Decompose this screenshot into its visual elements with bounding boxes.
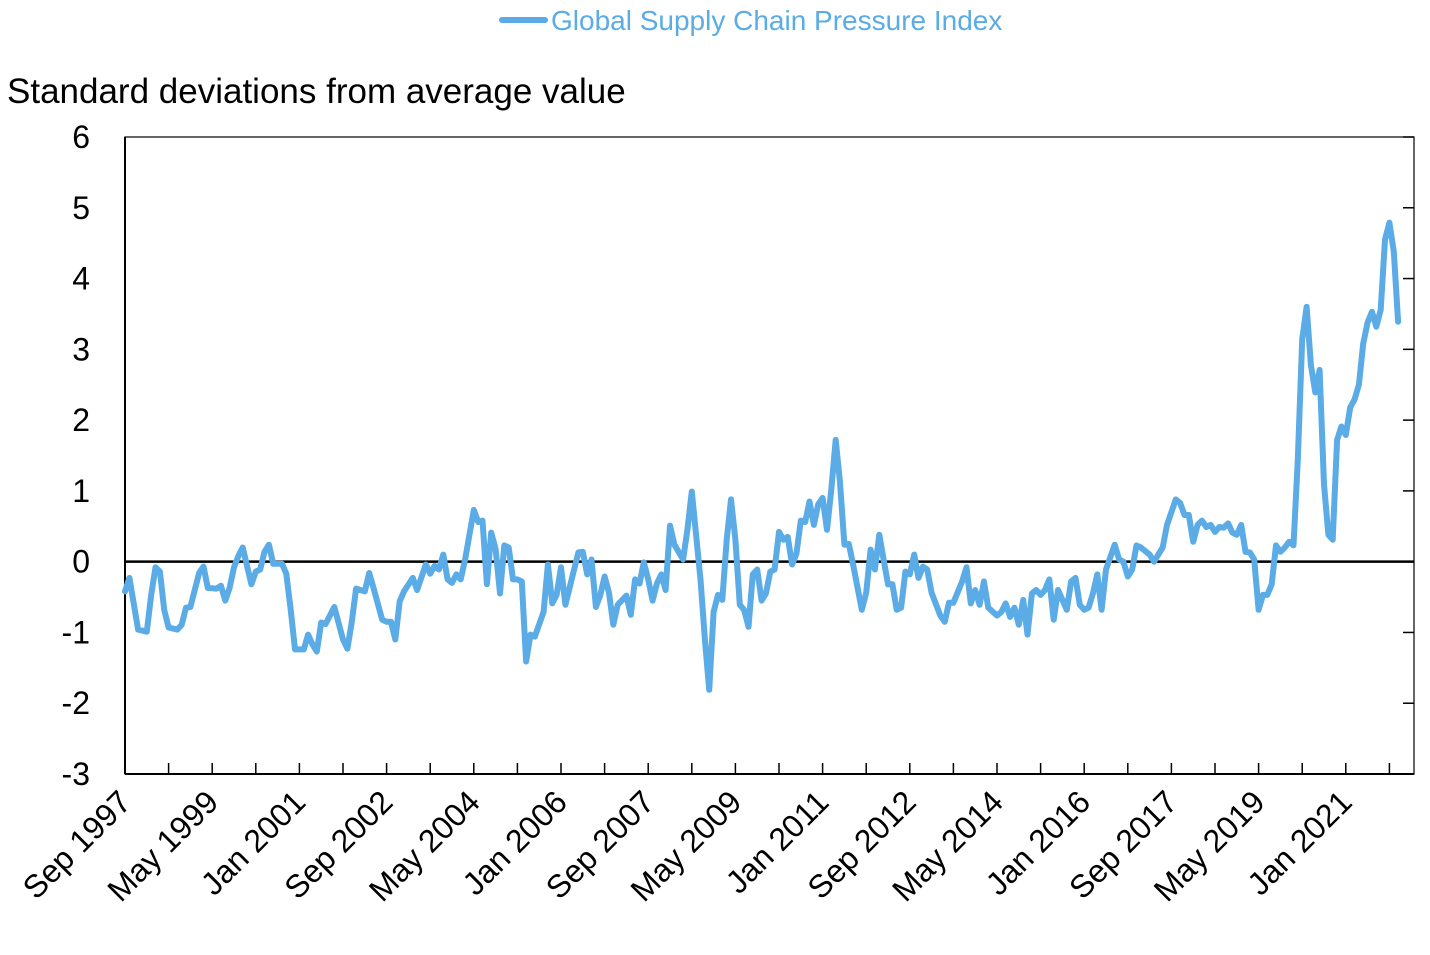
legend-label: Global Supply Chain Pressure Index: [551, 5, 1002, 36]
y-tick-label: 0: [72, 544, 90, 580]
y-tick-label: -1: [62, 614, 90, 650]
plot-frame: [124, 136, 1415, 775]
y-tick-label: 3: [72, 331, 90, 367]
y-tick-label: -3: [62, 756, 90, 792]
axes: [124, 136, 1415, 775]
y-tick-label: 2: [72, 402, 90, 438]
legend: Global Supply Chain Pressure Index: [499, 5, 1002, 36]
series-layer: [122, 219, 1402, 693]
y-tick-label: -2: [62, 685, 90, 721]
series-line-gscpi: [122, 219, 1402, 693]
y-tick-label: 1: [72, 473, 90, 509]
y-tick-label: 6: [72, 119, 90, 155]
y-tick-label: 4: [72, 261, 90, 297]
y-axis-title: Standard deviations from average value: [7, 72, 626, 111]
y-tick-label: 5: [72, 190, 90, 226]
